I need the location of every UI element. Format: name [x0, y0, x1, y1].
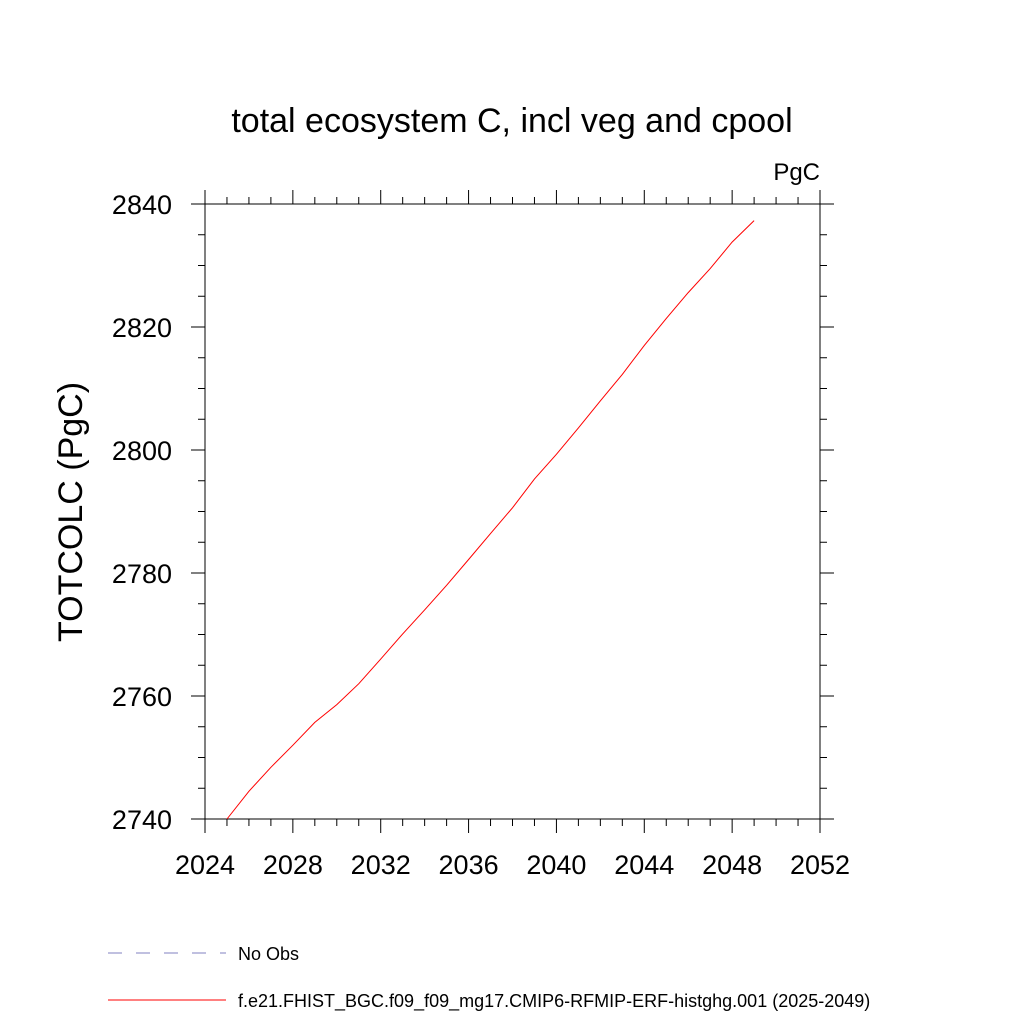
y-tick-label: 2740: [112, 805, 172, 835]
y-tick-label: 2800: [112, 436, 172, 466]
chart-title: total ecosystem C, incl veg and cpool: [231, 102, 792, 140]
x-tick-label: 2036: [439, 850, 499, 880]
series-line: [226, 220, 755, 820]
tick-labels: 2024 2028 2032 2036 2040 2044 2048 2052 2740 2760…: [112, 190, 850, 880]
y-tick-label: 2780: [112, 559, 172, 589]
units-label: PgC: [773, 159, 820, 186]
x-tick-label: 2032: [351, 850, 411, 880]
legend-label: f.e21.FHIST_BGC.f09_f09_mg17.CMIP6-RFMIP…: [238, 991, 870, 1012]
x-tick-label: 2044: [614, 850, 674, 880]
y-tick-label: 2820: [112, 313, 172, 343]
y-axis-title: TOTCOLC (PgC): [52, 382, 90, 642]
legend: No Obs f.e21.FHIST_BGC.f09_f09_mg17.CMIP6…: [108, 944, 870, 1012]
legend-label: No Obs: [238, 944, 299, 964]
plot-frame: [204, 203, 821, 820]
x-tick-label: 2028: [263, 850, 323, 880]
axis-ticks: [191, 190, 834, 833]
x-tick-label: 2024: [175, 850, 235, 880]
y-tick-label: 2760: [112, 682, 172, 712]
series-lines: [226, 220, 755, 820]
x-tick-label: 2048: [702, 850, 762, 880]
x-tick-label: 2040: [526, 850, 586, 880]
y-tick-label: 2840: [112, 190, 172, 220]
x-tick-label: 2052: [790, 850, 850, 880]
